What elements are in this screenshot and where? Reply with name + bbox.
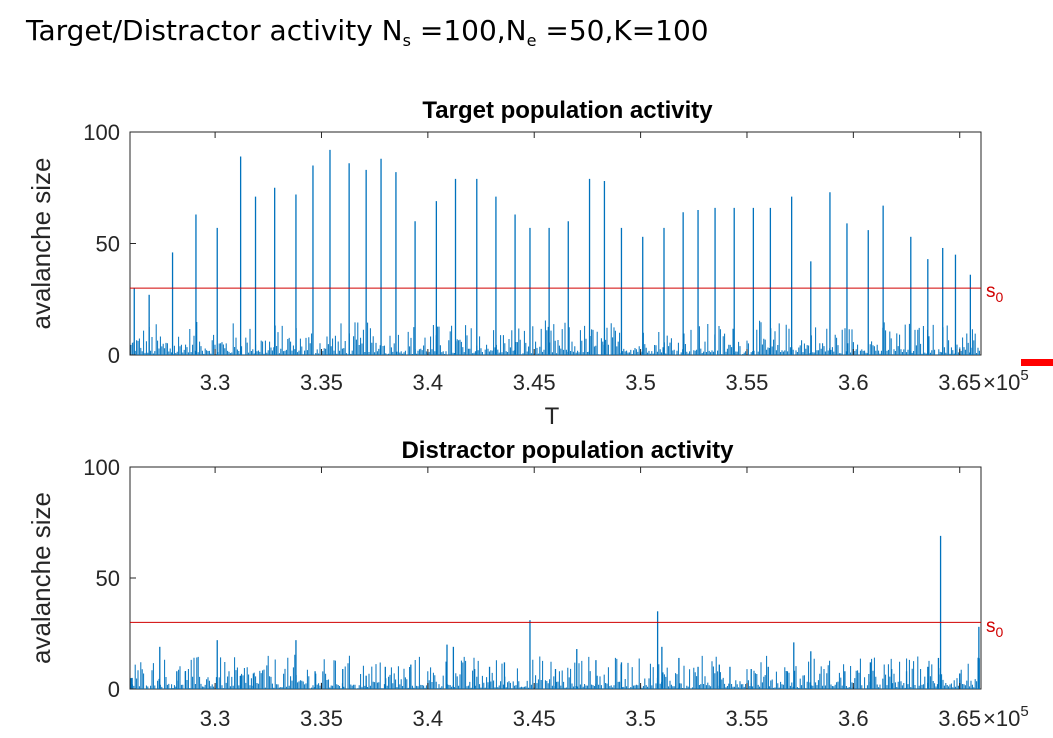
x-exponent: ×105: [983, 703, 1029, 731]
x-tick-label: 3.45: [513, 706, 556, 731]
chart-title: Distractor population activity: [401, 437, 734, 464]
plot-frame: [129, 131, 982, 356]
chart-title: Target population activity: [422, 97, 713, 124]
x-tick-label: 3.6: [838, 706, 869, 731]
y-axis-label: avalanche size: [26, 492, 56, 664]
baseline-activity: [130, 654, 980, 689]
plot-frame: [129, 466, 982, 690]
x-tick-label: 3.3: [200, 370, 231, 395]
x-tick-label: 3.35: [300, 706, 343, 731]
baseline-activity: [130, 320, 980, 355]
y-tick-label: 100: [83, 455, 120, 480]
x-axis-label: T: [545, 403, 560, 430]
x-tick-label: 3.5: [625, 370, 656, 395]
title-sub-e: e: [526, 31, 537, 50]
x-tick-label: 3.4: [413, 706, 444, 731]
y-tick-label: 0: [108, 343, 120, 368]
x-tick-label: 3.5: [625, 706, 656, 731]
y-tick-label: 100: [83, 120, 120, 145]
threshold-label: s0: [986, 616, 1004, 640]
target-panel: s0 3.3 3.35 3.4 3.45 3.5 3.55 3.6 3.65 ×105 0 50 100…: [26, 97, 1029, 430]
y-tick-label: 50: [96, 566, 120, 591]
distractor-panel: s0 3.3 3.35 3.4 3.45 3.5 3.55 3.6 3.65 ×105 0 50 100…: [26, 437, 1029, 731]
y-tick-label: 0: [108, 677, 120, 702]
x-tick-label: 3.35: [300, 370, 343, 395]
slide-title: Target/Distractor activity Ns =100,Ne =5…: [26, 14, 709, 50]
red-marker: [1021, 359, 1053, 366]
title-sub-s: s: [402, 31, 411, 50]
x-tick-label: 3.3: [200, 706, 231, 731]
title-suffix: =50,K=100: [536, 14, 709, 47]
x-tick-label: 3.55: [726, 370, 769, 395]
x-tick-label: 3.55: [726, 706, 769, 731]
x-exponent: ×105: [983, 367, 1029, 395]
title-mid: =100,N: [410, 14, 527, 47]
x-tick-label: 3.65: [938, 370, 981, 395]
title-prefix: Target/Distractor activity N: [26, 14, 403, 47]
x-tick-label: 3.4: [413, 370, 444, 395]
x-tick-label: 3.6: [838, 370, 869, 395]
threshold-label: s0: [986, 281, 1004, 305]
y-axis-label: avalanche size: [26, 158, 56, 330]
x-tick-label: 3.65: [938, 706, 981, 731]
y-tick-label: 50: [96, 232, 120, 257]
x-tick-label: 3.45: [513, 370, 556, 395]
